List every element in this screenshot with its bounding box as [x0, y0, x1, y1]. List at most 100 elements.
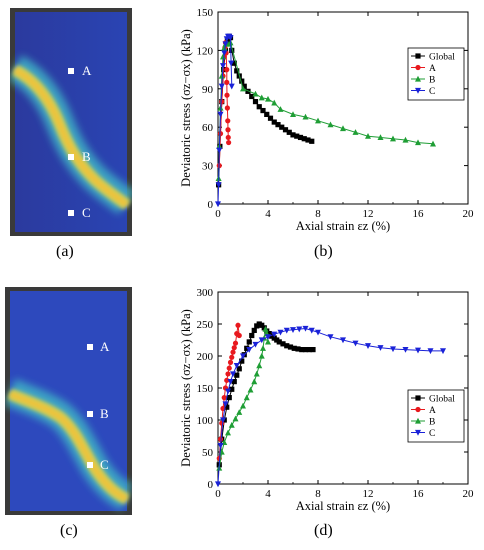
data-point: [290, 132, 296, 138]
data-point: [390, 346, 396, 353]
data-point: [365, 132, 371, 139]
y-tick-label: 150: [197, 7, 214, 19]
data-point: [299, 347, 305, 353]
data-point: [226, 139, 232, 146]
x-tick-label: 4: [265, 488, 271, 500]
data-point: [247, 386, 254, 393]
data-point: [222, 401, 229, 408]
data-point: [224, 79, 230, 85]
y-tick-label: 60: [202, 122, 214, 134]
data-point: [236, 409, 243, 415]
data-point: [352, 129, 359, 135]
x-tick-label: 0: [215, 208, 221, 220]
x-tick-label: 4: [265, 208, 271, 220]
data-point: [234, 372, 240, 378]
data-point: [224, 105, 230, 111]
data-point: [261, 325, 267, 331]
data-point: [219, 99, 225, 105]
data-point: [230, 371, 236, 378]
data-point: [217, 131, 224, 137]
legend-label: B: [429, 418, 435, 428]
data-point: [221, 395, 227, 401]
y-tick-label: 200: [197, 351, 214, 363]
series-line: [218, 42, 230, 166]
data-point: [260, 345, 266, 351]
data-point: [225, 134, 231, 141]
data-point: [287, 344, 294, 350]
data-point: [306, 347, 312, 353]
y-tick-label: 90: [202, 84, 214, 96]
data-point: [216, 147, 223, 154]
panel-label-d: (d): [314, 522, 333, 539]
data-point: [225, 429, 231, 436]
data-point: [310, 347, 316, 353]
y-tick-label: 30: [202, 161, 214, 173]
data-point: [340, 125, 346, 132]
data-point: [234, 68, 240, 74]
data-point: [252, 99, 259, 105]
data-point: [264, 111, 270, 117]
data-point: [309, 138, 315, 144]
point-label-b: B: [100, 406, 109, 421]
data-point: [228, 60, 235, 67]
data-point: [302, 325, 309, 332]
data-point: [253, 370, 260, 377]
legend-marker: [415, 417, 421, 424]
data-point: [267, 115, 274, 121]
data-point: [217, 111, 224, 118]
data-point: [224, 404, 230, 410]
data-point: [302, 347, 309, 353]
series-c: [215, 325, 446, 488]
data-point: [427, 348, 434, 355]
data-point: [243, 394, 250, 401]
data-point: [228, 421, 235, 428]
data-point: [275, 122, 281, 128]
data-point: [249, 93, 255, 100]
data-point: [251, 327, 257, 333]
x-tick-label: 0: [215, 488, 221, 500]
data-point: [224, 67, 230, 73]
data-point: [246, 347, 253, 353]
x-tick-label: 16: [413, 488, 425, 500]
y-axis-title: Deviatoric stress (σz−σx) (kPa): [179, 309, 193, 467]
series-c: [215, 33, 235, 208]
data-point: [256, 104, 262, 110]
x-tick-label: 12: [363, 488, 374, 500]
data-point: [240, 85, 246, 92]
data-point: [231, 345, 237, 351]
point-marker-a: [68, 68, 74, 74]
x-tick-label: 20: [463, 488, 475, 500]
point-marker-a: [87, 344, 93, 350]
plot-frame: [217, 291, 469, 485]
data-point: [302, 113, 309, 120]
data-point: [224, 92, 230, 98]
data-point: [327, 334, 334, 340]
data-point: [229, 386, 235, 392]
data-point: [218, 72, 225, 79]
data-point: [225, 127, 231, 133]
data-point: [221, 44, 228, 51]
data-point: [286, 129, 292, 135]
data-point: [251, 378, 258, 385]
point-label-a: A: [100, 339, 110, 354]
data-point: [239, 78, 245, 84]
data-point: [265, 334, 271, 340]
series-b: [215, 39, 436, 181]
y-tick-label: 0: [208, 479, 214, 491]
data-point: [252, 341, 259, 348]
data-point: [227, 359, 234, 365]
data-point: [402, 136, 409, 143]
x-tick-label: 8: [315, 488, 321, 500]
data-point: [215, 481, 221, 488]
data-point: [279, 124, 285, 130]
data-point: [315, 117, 321, 124]
y-axis-title: Deviatoric stress (σz−σx) (kPa): [179, 29, 193, 187]
data-point: [229, 47, 235, 53]
data-point: [215, 201, 221, 208]
panel-label-a: (a): [56, 243, 74, 260]
data-point: [220, 417, 226, 424]
plot-frame: [217, 11, 469, 205]
x-tick-label: 12: [363, 208, 374, 220]
data-point: [377, 345, 384, 351]
